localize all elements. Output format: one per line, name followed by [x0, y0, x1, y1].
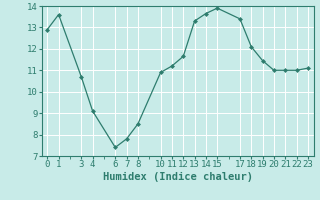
X-axis label: Humidex (Indice chaleur): Humidex (Indice chaleur) — [103, 172, 252, 182]
